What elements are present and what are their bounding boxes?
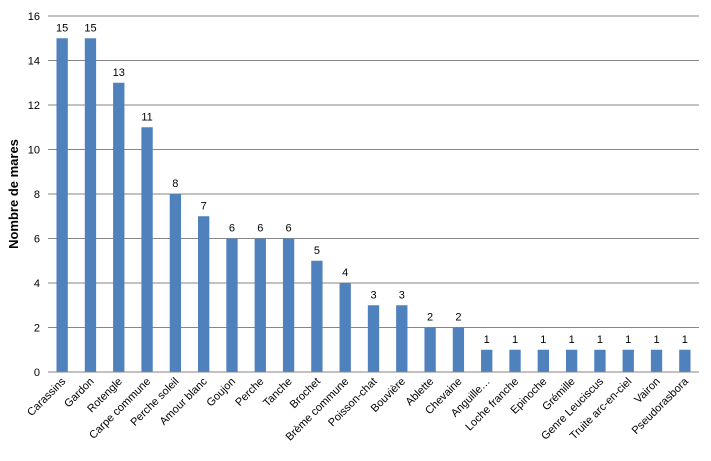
data-label: 6 xyxy=(257,223,263,235)
x-tick-label: Carassins xyxy=(25,375,68,418)
data-label: 1 xyxy=(682,334,688,346)
bar xyxy=(339,283,351,372)
data-label: 3 xyxy=(399,289,405,301)
y-axis-ticks: 0 2 4 6 8 10 12 14 16 xyxy=(28,11,40,379)
gridlines xyxy=(48,15,699,328)
data-label: 1 xyxy=(484,334,490,346)
data-label: 1 xyxy=(625,334,631,346)
y-axis-title: Nombre de mares xyxy=(6,139,21,249)
y-tick-label: 0 xyxy=(34,367,40,379)
bar xyxy=(679,349,691,372)
y-tick-label: 10 xyxy=(28,145,40,157)
data-label: 8 xyxy=(172,178,178,190)
data-label: 4 xyxy=(342,267,348,279)
bar xyxy=(113,82,125,372)
data-label: 13 xyxy=(113,67,125,79)
bar xyxy=(622,349,634,372)
data-label: 1 xyxy=(597,334,603,346)
data-label: 1 xyxy=(540,334,546,346)
bar xyxy=(198,216,210,372)
data-label: 11 xyxy=(141,111,152,123)
y-tick-label: 16 xyxy=(28,11,40,23)
bar xyxy=(367,305,380,372)
bars xyxy=(56,38,691,372)
x-tick-label: Goujon xyxy=(205,376,239,410)
bar xyxy=(84,38,97,372)
bar xyxy=(537,349,549,372)
y-tick-label: 2 xyxy=(34,323,40,335)
data-label: 1 xyxy=(653,334,659,346)
y-tick-label: 6 xyxy=(34,234,40,246)
x-tick-label: Perche xyxy=(233,376,266,409)
bar xyxy=(226,238,238,372)
data-label: 1 xyxy=(512,334,518,346)
bar xyxy=(481,349,493,372)
data-label: 2 xyxy=(427,312,433,324)
data-label: 2 xyxy=(455,312,461,324)
y-tick-label: 12 xyxy=(28,100,40,112)
bar xyxy=(565,349,578,372)
data-label: 3 xyxy=(370,289,376,301)
bar xyxy=(282,238,295,372)
bar xyxy=(254,238,266,372)
y-tick-label: 4 xyxy=(34,278,40,290)
y-tick-label: 8 xyxy=(34,189,40,201)
y-tick-label: 14 xyxy=(28,56,40,68)
data-label: 15 xyxy=(84,22,96,34)
data-label: 15 xyxy=(56,22,68,34)
bar xyxy=(396,305,408,372)
bar xyxy=(509,349,521,372)
bar xyxy=(594,349,606,372)
data-label: 7 xyxy=(201,200,207,212)
bar xyxy=(56,38,68,372)
bar xyxy=(424,327,436,372)
data-label: 1 xyxy=(569,334,575,346)
data-label: 6 xyxy=(229,223,235,235)
bar xyxy=(141,127,153,372)
bar xyxy=(650,349,663,372)
bar xyxy=(169,194,182,372)
bar xyxy=(311,260,323,372)
data-label: 6 xyxy=(286,223,292,235)
data-label: 5 xyxy=(314,245,320,257)
bar xyxy=(452,327,465,372)
